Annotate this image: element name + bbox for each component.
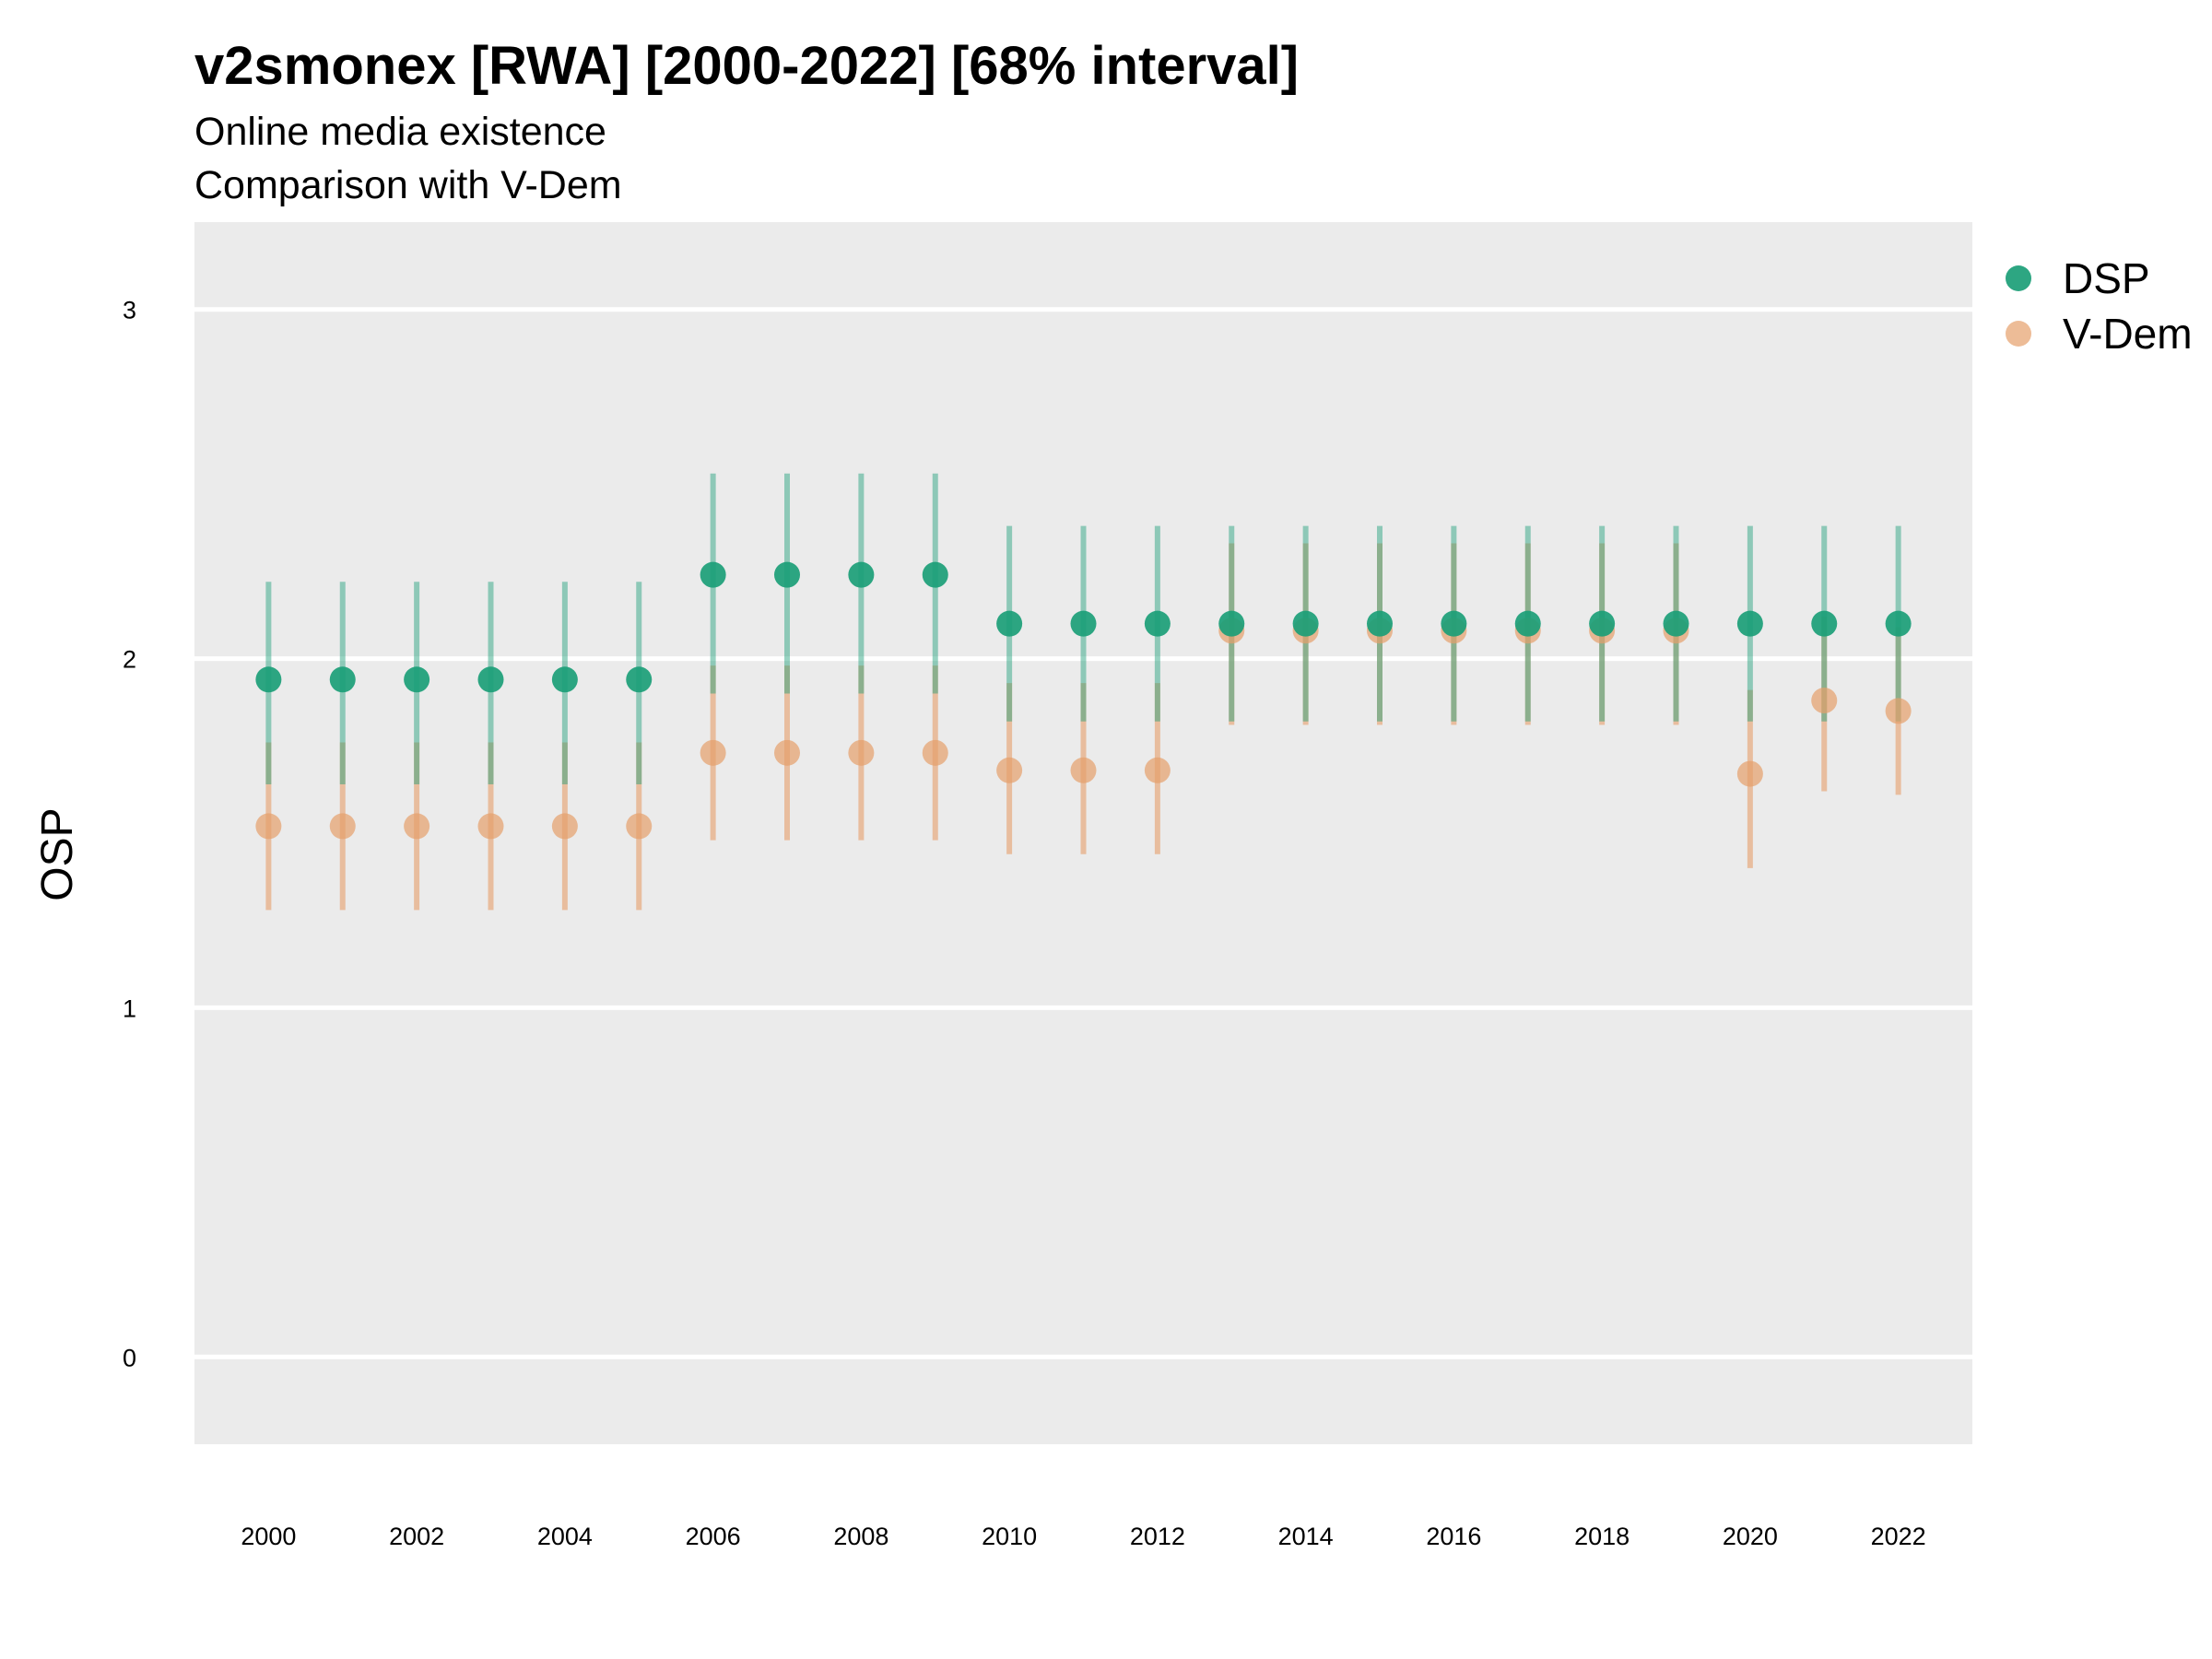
data-point [1514,610,1541,637]
data-series [255,473,1912,911]
data-point [1292,610,1319,637]
legend: DSP V-Dem [2006,254,2193,358]
data-point [1070,757,1097,783]
data-point [1885,610,1912,637]
data-point [255,666,282,693]
data-point [1589,610,1616,637]
x-tick-label: 2010 [982,1523,1037,1550]
data-point [1218,610,1245,637]
x-tick-label: 2004 [537,1523,593,1550]
data-point [1144,610,1171,637]
x-tick-label: 2014 [1278,1523,1334,1550]
data-point [404,666,430,693]
data-point [922,739,948,766]
data-point [700,561,726,588]
y-tick-label: 3 [123,297,136,324]
data-point [1811,688,1838,714]
x-tick-label: 2012 [1130,1523,1185,1550]
x-tick-label: 2008 [833,1523,888,1550]
x-tick-label: 2020 [1723,1523,1778,1550]
points-dsp [255,561,1912,693]
data-point [1144,757,1171,783]
x-tick-label: 2000 [241,1523,296,1550]
y-axis-title: OSP [33,807,82,900]
data-point [1885,698,1912,724]
data-point [1441,610,1467,637]
data-point [1736,610,1763,637]
y-tick-label: 2 [123,646,136,674]
x-tick-label: 2016 [1426,1523,1481,1550]
data-point [848,561,875,588]
legend-label: V-Dem [2063,310,2193,358]
chart-subtitle: Online media existence Comparison with V-… [194,105,622,212]
legend-key [2006,265,2031,291]
data-point [774,739,800,766]
chart-title: v2smonex [RWA] [2000-2022] [68% interval… [194,36,1300,96]
y-tick-label: 1 [123,994,136,1022]
data-point [1736,760,1763,787]
data-point [996,610,1023,637]
data-point [551,813,578,840]
data-point [329,666,356,693]
data-point [996,757,1023,783]
data-point [774,561,800,588]
x-tick-label: 2018 [1574,1523,1630,1550]
data-point [477,813,504,840]
y-tick-label: 0 [123,1344,136,1371]
data-point [1070,610,1097,637]
data-point [700,739,726,766]
axis-ticks: 0 1 2 3 2000 2002 2004 2006 2008 2010 2012 2014 2016… [123,297,1926,1550]
data-point [477,666,504,693]
x-tick-label: 2002 [389,1523,444,1550]
legend-key [2006,321,2031,347]
x-tick-label: 2022 [1871,1523,1926,1550]
data-point [1663,610,1689,637]
data-point [848,739,875,766]
data-point [551,666,578,693]
data-point [922,561,948,588]
data-point [255,813,282,840]
data-point [626,813,653,840]
data-point [626,666,653,693]
chart-subtitle-line-1: Online media existence [194,110,606,154]
legend-label: DSP [2063,254,2150,302]
chart-subtitle-line-2: Comparison with V-Dem [194,163,622,207]
data-point [404,813,430,840]
data-point [1367,610,1393,637]
data-point [1811,610,1838,637]
x-tick-label: 2006 [686,1523,741,1550]
data-point [329,813,356,840]
